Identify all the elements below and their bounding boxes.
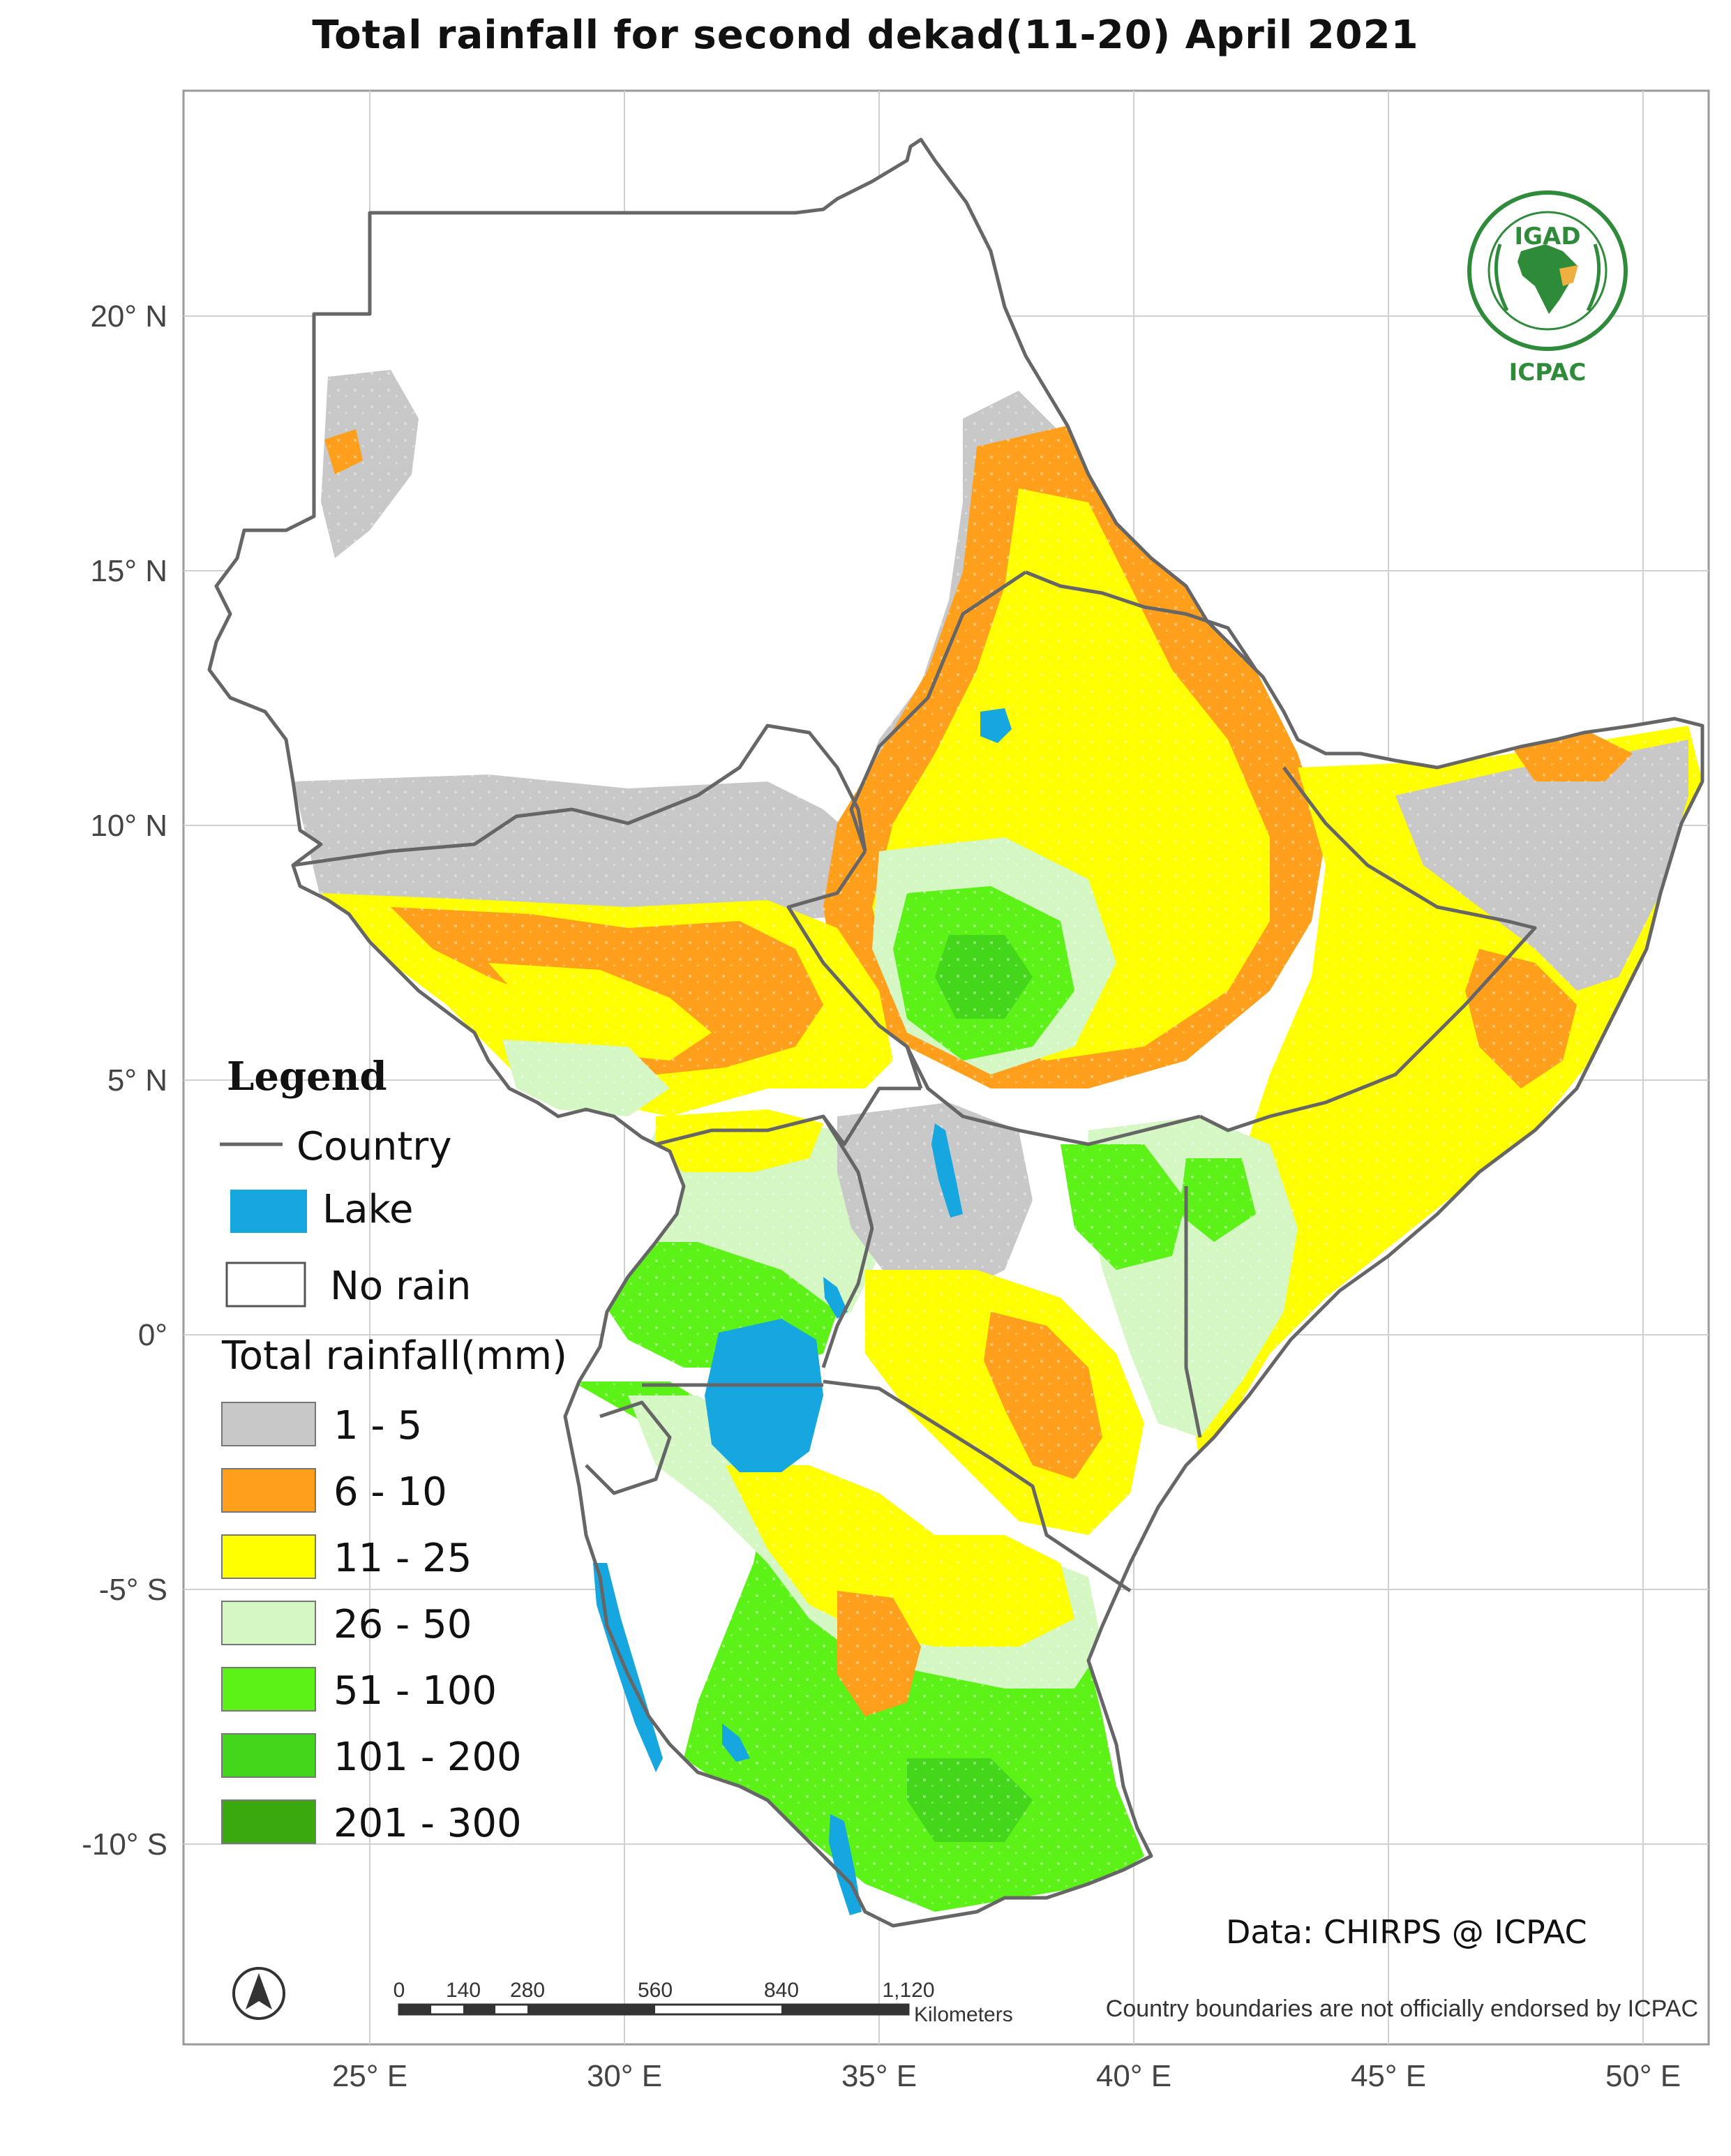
lake-albert bbox=[823, 1277, 848, 1319]
lon-tick-label: 25° E bbox=[332, 2059, 407, 2093]
legend-swatch-51-100 bbox=[221, 1667, 316, 1712]
lake-rukwa bbox=[722, 1723, 750, 1762]
map-frame bbox=[182, 89, 1710, 2046]
logo-igad-text: IGAD bbox=[1514, 223, 1580, 250]
scale-tick-label: 560 bbox=[638, 1979, 673, 2002]
lon-tick-label: 30° E bbox=[587, 2059, 662, 2093]
icpac-logo: IGAD ICPAC bbox=[1467, 190, 1628, 387]
scale-tick-label: 840 bbox=[764, 1979, 799, 2002]
lakes bbox=[593, 708, 1012, 1915]
legend-swatch-201-300 bbox=[221, 1799, 316, 1844]
border-uganda-kenya bbox=[821, 1115, 874, 1368]
legend-class-label: 1 - 5 bbox=[334, 1403, 422, 1448]
border-ethiopia-kenya bbox=[905, 1045, 1201, 1146]
border-rwanda-burundi bbox=[585, 1400, 672, 1495]
latitude-axis-labels: 20° N 15° N 10° N 5° N 0° -5° S -10° S bbox=[82, 299, 167, 1862]
lat-tick-label: -5° S bbox=[99, 1573, 167, 1607]
map-title: Total rainfall for second dekad(11-20) A… bbox=[312, 13, 1419, 58]
lon-tick-label: 40° E bbox=[1096, 2059, 1171, 2093]
legend-swatch-26-50 bbox=[221, 1601, 316, 1645]
scale-tick-label: 1,120 bbox=[882, 1979, 934, 2002]
scale-tick-label: 280 bbox=[510, 1979, 545, 2002]
lon-tick-label: 45° E bbox=[1351, 2059, 1426, 2093]
legend-class-label: 201 - 300 bbox=[334, 1801, 522, 1846]
legend-lake-label: Lake bbox=[322, 1187, 413, 1232]
legend-heading: Legend bbox=[227, 1054, 387, 1100]
lon-tick-label: 35° E bbox=[841, 2059, 917, 2093]
lake-turkana bbox=[931, 1123, 963, 1218]
lake-tana bbox=[980, 708, 1012, 743]
scale-tick-label: 140 bbox=[446, 1979, 481, 2002]
north-arrow-icon bbox=[232, 1967, 285, 2020]
laurel-right-icon bbox=[1586, 244, 1601, 312]
scale-unit-label: Kilometers bbox=[914, 2003, 1013, 2026]
border-southsudan-ethiopia bbox=[786, 850, 923, 1089]
logo-icpac-text: ICPAC bbox=[1509, 359, 1587, 387]
border-ethiopia-somalia bbox=[1199, 766, 1537, 1132]
lon-tick-label: 50° E bbox=[1605, 2059, 1681, 2093]
scale-bar: 0 140 280 560 840 1,120 Kilometers bbox=[394, 1979, 1013, 2026]
country-borders bbox=[209, 140, 1702, 1926]
border-sudan-ethiopia bbox=[849, 570, 1027, 852]
lat-tick-label: 20° N bbox=[90, 299, 167, 334]
border-kenya-somalia bbox=[1184, 1186, 1202, 1438]
data-credit: Data: CHIRPS @ ICPAC bbox=[1226, 1913, 1587, 1951]
scale-tick-label: 0 bbox=[394, 1979, 405, 2002]
legend: Legend Country Lake No rain Total rainfa… bbox=[220, 1054, 567, 1846]
legend-class-label: 26 - 50 bbox=[334, 1602, 472, 1647]
legend-class-label: 101 - 200 bbox=[334, 1735, 522, 1780]
border-sudan-southsudan bbox=[292, 724, 867, 867]
lake-tanganyika bbox=[593, 1563, 663, 1772]
lake-swatch bbox=[230, 1190, 307, 1233]
legend-swatch-11-25 bbox=[221, 1534, 316, 1579]
legend-class-label: 11 - 25 bbox=[334, 1536, 472, 1581]
laurel-left-icon bbox=[1494, 244, 1509, 312]
border-kenya-tanzania bbox=[823, 1379, 1132, 1593]
boundary-disclaimer: Country boundaries are not officially en… bbox=[1106, 1996, 1698, 2022]
lat-tick-label: 5° N bbox=[107, 1063, 167, 1098]
border-eritrea-ethiopia bbox=[1025, 570, 1258, 671]
horn-of-africa-icon bbox=[1559, 265, 1578, 286]
legend-swatch-6-10 bbox=[221, 1468, 316, 1513]
lat-tick-label: 15° N bbox=[90, 554, 167, 588]
lake-victoria bbox=[705, 1319, 823, 1472]
legend-country-label: Country bbox=[297, 1124, 451, 1169]
lat-tick-label: -10° S bbox=[82, 1827, 167, 1862]
lat-tick-label: 0° bbox=[138, 1318, 167, 1352]
legend-swatch-101-200 bbox=[221, 1733, 316, 1778]
legend-class-label: 6 - 10 bbox=[334, 1469, 447, 1515]
longitude-axis-labels: 25° E 30° E 35° E 40° E 45° E 50° E bbox=[332, 2059, 1681, 2093]
legend-rainfall-heading: Total rainfall(mm) bbox=[221, 1333, 567, 1379]
legend-swatch-1-5 bbox=[221, 1402, 316, 1446]
legend-class-label: 51 - 100 bbox=[334, 1668, 497, 1714]
lat-tick-label: 10° N bbox=[90, 809, 167, 843]
legend-no-rain-label: No rain bbox=[330, 1264, 471, 1309]
africa-map-icon bbox=[1518, 244, 1577, 314]
no-rain-swatch bbox=[225, 1262, 306, 1308]
